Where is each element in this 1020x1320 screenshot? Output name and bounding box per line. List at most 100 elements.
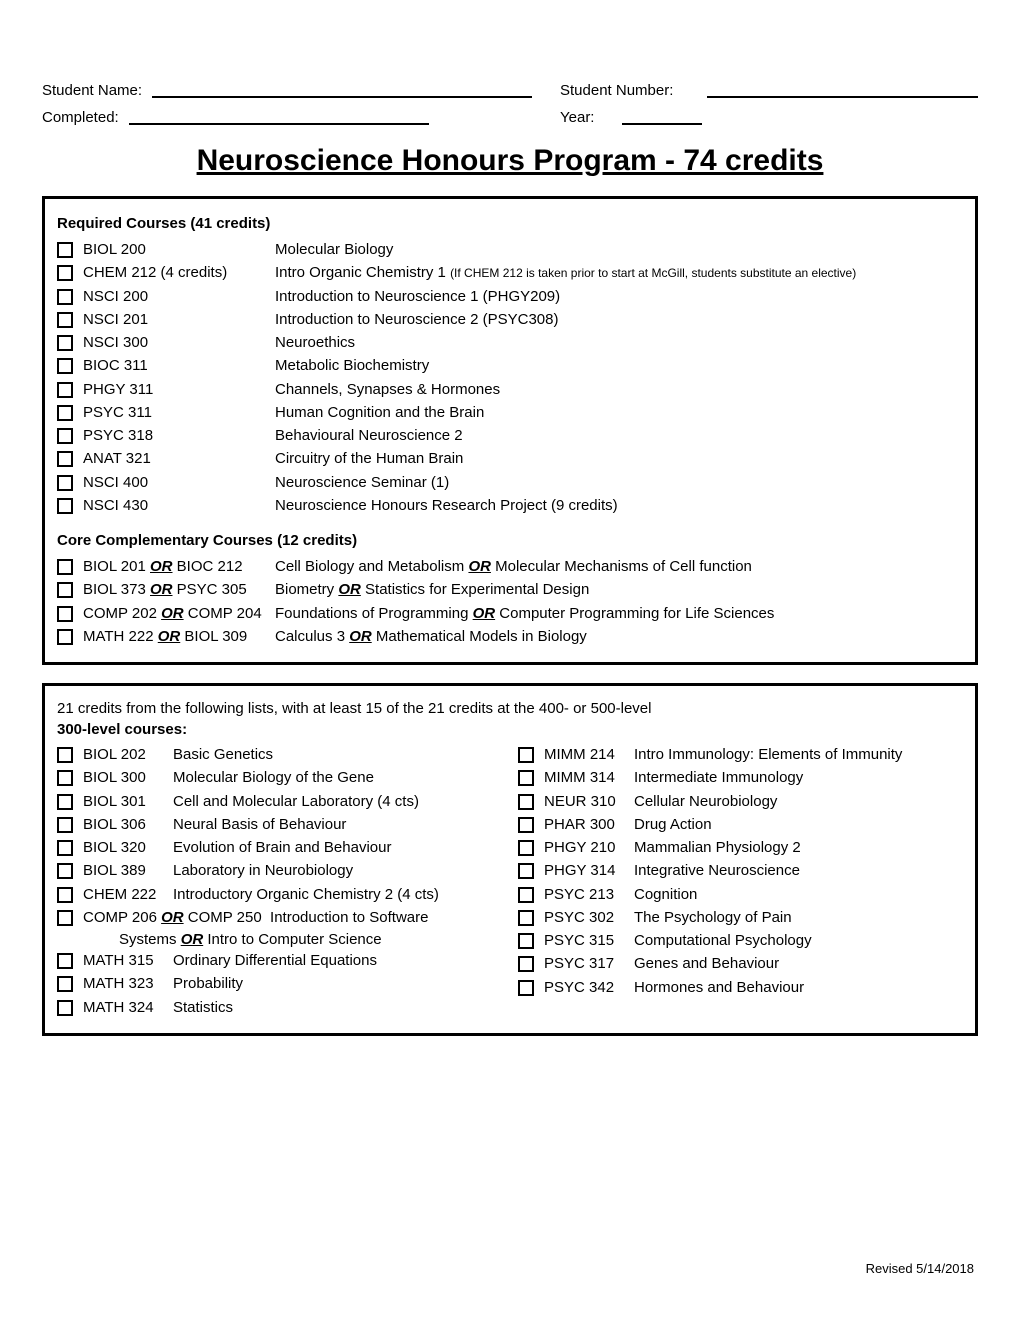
required-course-line: BIOL 200Molecular Biology bbox=[55, 240, 965, 260]
course-desc: Introductory Organic Chemistry 2 (4 cts) bbox=[173, 885, 504, 905]
elective-course-line: PSYC 315Computational Psychology bbox=[516, 931, 965, 951]
checkbox[interactable] bbox=[518, 910, 534, 926]
required-course-line: NSCI 300Neuroethics bbox=[55, 333, 965, 353]
page: Student Name: Student Number: Completed:… bbox=[0, 0, 1020, 1320]
course-desc: Integrative Neuroscience bbox=[634, 861, 965, 881]
student-name-line[interactable] bbox=[152, 80, 532, 98]
checkbox[interactable] bbox=[57, 863, 73, 879]
checkbox[interactable] bbox=[57, 428, 73, 444]
course-code: PHGY 314 bbox=[544, 861, 634, 881]
or-word: OR bbox=[338, 581, 361, 598]
checkbox[interactable] bbox=[57, 887, 73, 903]
elective-course-line: PHAR 300Drug Action bbox=[516, 815, 965, 835]
required-course-line: PSYC 318Behavioural Neuroscience 2 bbox=[55, 426, 965, 446]
checkbox[interactable] bbox=[57, 582, 73, 598]
required-course-line: NSCI 201Introduction to Neuroscience 2 (… bbox=[55, 310, 965, 330]
course-code: COMP 206 OR COMP 250 bbox=[83, 908, 270, 928]
checkbox[interactable] bbox=[518, 817, 534, 833]
checkbox[interactable] bbox=[57, 405, 73, 421]
required-course-line: BIOC 311Metabolic Biochemistry bbox=[55, 356, 965, 376]
student-number-label: Student Number: bbox=[532, 82, 683, 99]
required-course-line: NSCI 200Introduction to Neuroscience 1 (… bbox=[55, 287, 965, 307]
course-code: PSYC 317 bbox=[544, 954, 634, 974]
core-comp-course-line: BIOL 201 OR BIOC 212Cell Biology and Met… bbox=[55, 557, 965, 577]
checkbox[interactable] bbox=[57, 451, 73, 467]
year-line[interactable] bbox=[622, 107, 702, 125]
course-desc: Cellular Neurobiology bbox=[634, 792, 965, 812]
required-course-line: NSCI 400Neuroscience Seminar (1) bbox=[55, 473, 965, 493]
checkbox[interactable] bbox=[57, 242, 73, 258]
course-code: PSYC 302 bbox=[544, 908, 634, 928]
year-label: Year: bbox=[532, 109, 604, 126]
credits21-intro: 21 credits from the following lists, wit… bbox=[57, 700, 965, 717]
course-code: BIOL 200 bbox=[83, 240, 275, 260]
checkbox[interactable] bbox=[57, 794, 73, 810]
course-code: BIOL 389 bbox=[83, 861, 173, 881]
completed-line[interactable] bbox=[129, 107, 429, 125]
checkbox[interactable] bbox=[57, 358, 73, 374]
checkbox[interactable] bbox=[57, 498, 73, 514]
student-number-line[interactable] bbox=[707, 80, 978, 98]
checkbox[interactable] bbox=[57, 840, 73, 856]
checkbox[interactable] bbox=[518, 956, 534, 972]
student-info-row-1: Student Name: Student Number: bbox=[42, 80, 978, 99]
checkbox[interactable] bbox=[518, 770, 534, 786]
or-word: OR bbox=[150, 558, 173, 575]
checkbox[interactable] bbox=[57, 953, 73, 969]
required-course-line: ANAT 321Circuitry of the Human Brain bbox=[55, 449, 965, 469]
core-comp-course-line: MATH 222 OR BIOL 309Calculus 3 OR Mathem… bbox=[55, 627, 965, 647]
elective-course-line: COMP 206 OR COMP 250 Introduction to Sof… bbox=[55, 908, 504, 928]
elective-course-line: PSYC 213Cognition bbox=[516, 885, 965, 905]
checkbox[interactable] bbox=[57, 606, 73, 622]
elective-course-line: MATH 315Ordinary Differential Equations bbox=[55, 951, 504, 971]
course-desc: Evolution of Brain and Behaviour bbox=[173, 838, 504, 858]
course-code: PSYC 213 bbox=[544, 885, 634, 905]
checkbox[interactable] bbox=[57, 1000, 73, 1016]
course-code: NSCI 400 bbox=[83, 473, 275, 493]
checkbox[interactable] bbox=[57, 817, 73, 833]
checkbox[interactable] bbox=[57, 559, 73, 575]
course-desc: Biometry OR Statistics for Experimental … bbox=[275, 580, 965, 600]
checkbox[interactable] bbox=[518, 794, 534, 810]
or-word: OR bbox=[161, 605, 184, 622]
checkbox[interactable] bbox=[57, 475, 73, 491]
course-code: MIMM 214 bbox=[544, 745, 634, 765]
core-comp-course-line: BIOL 373 OR PSYC 305Biometry OR Statisti… bbox=[55, 580, 965, 600]
checkbox[interactable] bbox=[57, 629, 73, 645]
checkbox[interactable] bbox=[57, 976, 73, 992]
course-code: CHEM 222 bbox=[83, 885, 173, 905]
or-word: OR bbox=[150, 581, 173, 598]
checkbox[interactable] bbox=[57, 289, 73, 305]
course-code: MATH 315 bbox=[83, 951, 173, 971]
course-desc: Computational Psychology bbox=[634, 931, 965, 951]
course-desc: Cell and Molecular Laboratory (4 cts) bbox=[173, 792, 504, 812]
course-desc: Introduction to Neuroscience 2 (PSYC308) bbox=[275, 310, 965, 330]
course-code: NSCI 430 bbox=[83, 496, 275, 516]
checkbox[interactable] bbox=[57, 265, 73, 281]
elective-course-line: BIOL 202Basic Genetics bbox=[55, 745, 504, 765]
course-desc: Basic Genetics bbox=[173, 745, 504, 765]
checkbox[interactable] bbox=[518, 863, 534, 879]
course-desc: Cell Biology and Metabolism OR Molecular… bbox=[275, 557, 965, 577]
elective-course-line: PSYC 342Hormones and Behaviour bbox=[516, 978, 965, 998]
checkbox[interactable] bbox=[518, 887, 534, 903]
checkbox[interactable] bbox=[518, 980, 534, 996]
checkbox[interactable] bbox=[518, 840, 534, 856]
course-code: MATH 323 bbox=[83, 974, 173, 994]
checkbox[interactable] bbox=[518, 747, 534, 763]
course-code: MATH 324 bbox=[83, 998, 173, 1018]
checkbox[interactable] bbox=[57, 747, 73, 763]
checkbox[interactable] bbox=[57, 910, 73, 926]
course-desc: Mammalian Physiology 2 bbox=[634, 838, 965, 858]
completed-label: Completed: bbox=[42, 109, 129, 126]
checkbox[interactable] bbox=[57, 335, 73, 351]
student-info-block: Student Name: Student Number: Completed:… bbox=[42, 80, 978, 126]
checkbox[interactable] bbox=[518, 933, 534, 949]
elective-course-line-continuation: Systems OR Intro to Computer Science bbox=[55, 931, 504, 948]
course-desc: Neuroethics bbox=[275, 333, 965, 353]
course-code: PHGY 210 bbox=[544, 838, 634, 858]
course-code: BIOL 373 OR PSYC 305 bbox=[83, 580, 275, 600]
checkbox[interactable] bbox=[57, 382, 73, 398]
checkbox[interactable] bbox=[57, 312, 73, 328]
checkbox[interactable] bbox=[57, 770, 73, 786]
